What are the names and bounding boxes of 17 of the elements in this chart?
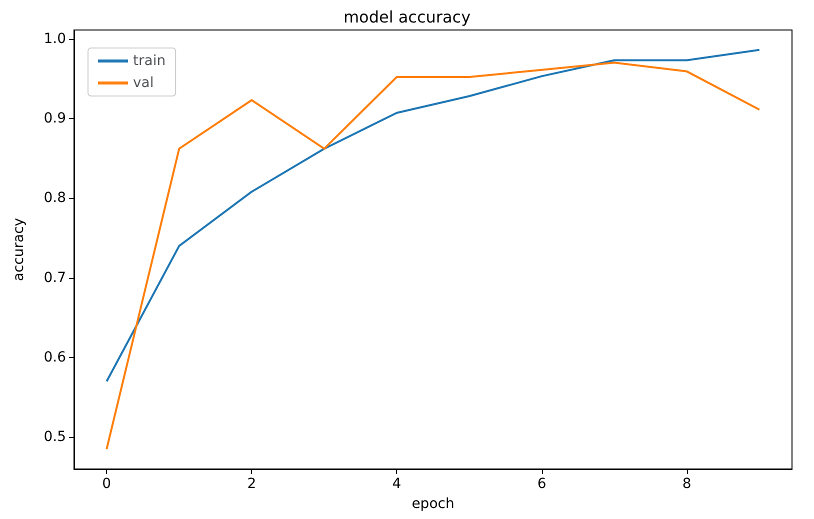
x-tick-label: 6 xyxy=(537,476,546,492)
y-tick-label: 0.6 xyxy=(44,349,66,366)
y-tick-label: 0.9 xyxy=(44,110,66,126)
legend-label: train xyxy=(133,53,166,69)
legend-label: val xyxy=(133,75,154,91)
y-axis-title: accuracy xyxy=(11,218,27,282)
x-tick-label: 2 xyxy=(247,476,256,492)
y-tick-label: 0.7 xyxy=(44,270,66,286)
y-tick-label: 1.0 xyxy=(44,30,66,47)
chart-title: model accuracy xyxy=(343,8,471,26)
x-tick-label: 8 xyxy=(682,476,692,492)
x-tick-label: 4 xyxy=(392,476,402,492)
x-axis-title: epoch xyxy=(412,496,454,512)
y-tick-label: 0.5 xyxy=(44,429,66,446)
y-tick-label: 0.8 xyxy=(44,190,66,206)
line-series xyxy=(106,48,760,382)
x-tick-label: 0 xyxy=(102,476,112,492)
